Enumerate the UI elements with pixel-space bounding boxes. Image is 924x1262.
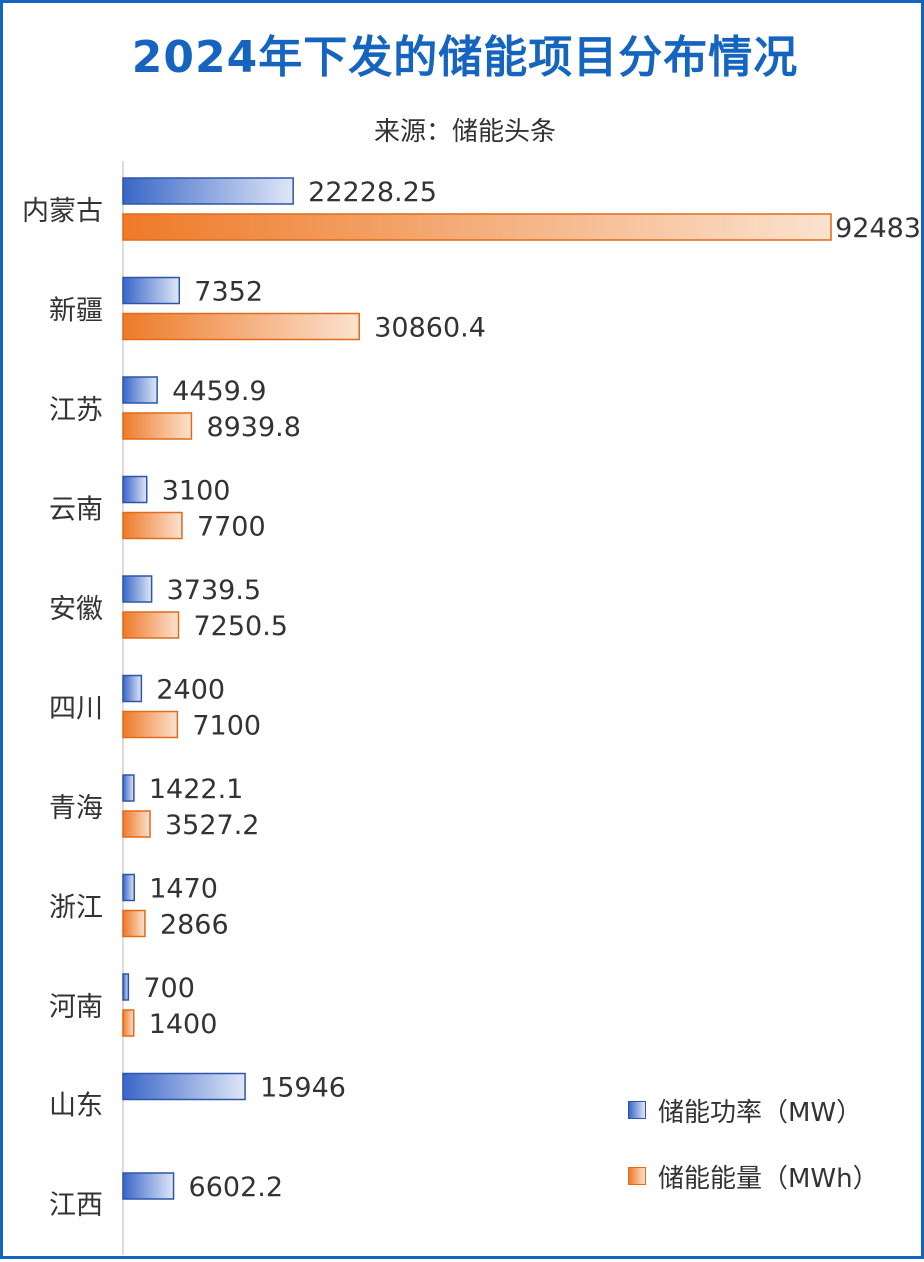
bar-power [122,1172,175,1200]
category-label: 安徽 [49,594,103,625]
legend-label-power: 储能功率（MW） [658,1097,863,1128]
bar-power [122,1072,246,1101]
data-label-power: 700 [143,973,195,1004]
data-label-power: 3739.5 [167,575,261,606]
bar-power [122,177,294,205]
data-label-energy: 7250.5 [194,611,288,642]
data-label-energy: 2866 [160,910,229,941]
category-label: 河南 [49,992,103,1023]
data-label-power: 1422.1 [149,774,243,805]
category-label: 浙江 [49,893,103,924]
bar-chart: 内蒙古 22228.25 92483 新疆 7352 30860.4 江苏 4459.9 893… [22,161,921,1255]
chart-title: 2024年下发的储能项目分布情况 [131,32,799,83]
data-label-power: 15946 [260,1073,346,1104]
category-label: 新疆 [49,296,103,327]
data-label-energy: 30860.4 [374,313,486,344]
legend-item-energy: 储能能量（MWh） [628,1157,879,1195]
data-label-energy: 1400 [149,1009,218,1040]
data-label-power: 4459.9 [172,376,266,407]
chart-subtitle: 来源：储能头条 [373,117,556,147]
bar-power [122,774,135,802]
data-label-energy: 8939.8 [206,412,300,443]
category-label: 云南 [49,495,103,526]
category-label: 江西 [49,1190,103,1221]
bar-power [122,376,158,404]
category-label: 四川 [49,694,103,725]
data-label-energy: 7700 [197,512,266,543]
bar-energy [122,909,146,938]
legend-label-energy: 储能能量（MWh） [658,1163,879,1194]
bar-energy [122,810,151,838]
bar-energy [122,1009,135,1037]
bar-energy [122,213,832,241]
bar-power [122,475,148,504]
bar-power [122,973,130,1001]
data-label-energy: 92483 [835,213,921,244]
bar-energy [122,710,179,739]
data-label-power: 22228.25 [308,177,437,208]
bar-energy [122,611,180,639]
category-label: 江苏 [49,395,103,426]
bar-power [122,575,153,603]
category-label: 青海 [49,793,103,824]
data-label-energy: 7100 [192,711,261,742]
bar-energy [122,412,193,440]
legend-item-power: 储能功率（MW） [628,1091,879,1129]
category-label: 山东 [49,1091,103,1122]
category-label: 内蒙古 [22,196,103,227]
bar-power [122,276,181,305]
data-label-power: 7352 [194,277,263,308]
legend-swatch-energy [628,1167,646,1185]
data-label-power: 3100 [162,476,231,507]
bar-energy [122,511,183,540]
legend: 储能功率（MW） 储能能量（MWh） [628,1091,879,1223]
data-label-power: 6602.2 [189,1172,283,1203]
legend-swatch-power [628,1101,646,1119]
data-label-power: 1470 [149,874,218,905]
data-label-power: 2400 [156,675,225,706]
data-label-energy: 3527.2 [165,810,259,841]
bar-power [122,674,143,703]
bar-energy [122,312,361,341]
bar-power [122,873,136,902]
